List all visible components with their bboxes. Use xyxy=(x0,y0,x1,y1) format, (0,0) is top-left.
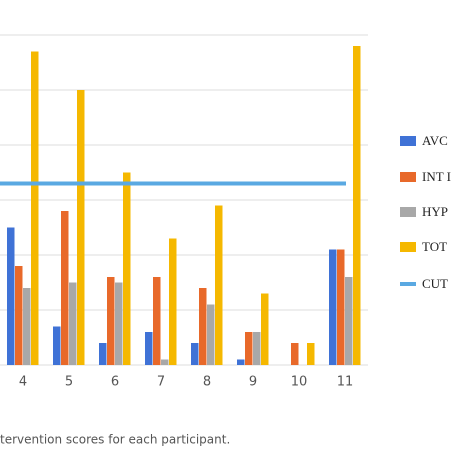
bar xyxy=(253,332,261,365)
bar xyxy=(77,90,85,365)
legend-label: CUT xyxy=(422,276,448,291)
bar xyxy=(237,359,245,365)
bar xyxy=(115,282,123,365)
x-tick-label: 8 xyxy=(203,375,211,390)
caption: tervention scores for each participant. xyxy=(0,433,230,447)
legend-label: HYP xyxy=(422,204,448,219)
bar xyxy=(345,277,353,365)
bar xyxy=(261,293,269,365)
x-tick-label: 10 xyxy=(291,375,308,390)
bar xyxy=(199,288,207,365)
x-tick-label: 4 xyxy=(19,375,27,390)
bar xyxy=(99,343,107,365)
bar xyxy=(23,288,31,365)
bar xyxy=(191,343,199,365)
x-tick-label: 9 xyxy=(249,375,257,390)
legend-swatch xyxy=(400,136,416,146)
bar xyxy=(53,326,61,365)
x-tick-label: 5 xyxy=(65,375,73,390)
bar xyxy=(123,172,131,365)
bar xyxy=(145,332,153,365)
legend-swatch xyxy=(400,207,416,217)
bar xyxy=(61,211,69,365)
bar xyxy=(307,343,315,365)
x-tick-label: 11 xyxy=(337,375,354,390)
bar xyxy=(245,332,253,365)
bar xyxy=(353,46,361,365)
bar xyxy=(7,227,15,365)
bar xyxy=(161,359,169,365)
legend-swatch xyxy=(400,242,416,252)
legend-label: AVC xyxy=(422,133,448,148)
bar xyxy=(329,249,337,365)
bar xyxy=(153,277,161,365)
x-tick-label: 6 xyxy=(111,375,119,390)
bar xyxy=(207,304,215,365)
bar xyxy=(15,266,23,365)
bar xyxy=(69,282,77,365)
bar xyxy=(337,249,345,365)
bar xyxy=(107,277,115,365)
bar xyxy=(215,205,223,365)
bar xyxy=(291,343,299,365)
legend-label: TOT xyxy=(422,239,447,254)
legend-swatch xyxy=(400,172,416,182)
x-tick-label: 7 xyxy=(157,375,165,390)
bar xyxy=(169,238,177,365)
bar xyxy=(31,51,39,365)
legend-label: INT I xyxy=(422,169,451,184)
